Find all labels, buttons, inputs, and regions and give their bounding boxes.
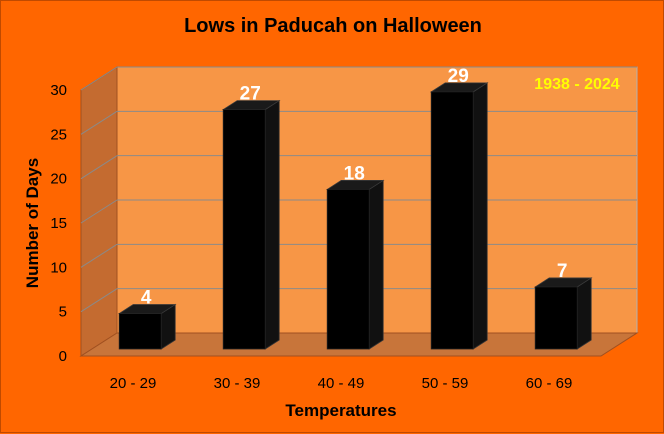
y-tick-label: 0 bbox=[59, 348, 67, 365]
x-axis-ticks: 20 - 29 30 - 39 40 - 49 50 - 59 60 - 69 bbox=[110, 375, 573, 392]
y-tick-label: 5 bbox=[59, 304, 67, 321]
bar bbox=[221, 99, 281, 350]
data-label: 4 bbox=[141, 288, 152, 309]
y-tick-label: 30 bbox=[50, 82, 67, 99]
y-tick-label: 15 bbox=[50, 215, 67, 232]
bar bbox=[325, 179, 385, 350]
x-axis-title: Temperatures bbox=[285, 401, 396, 420]
gridline bbox=[80, 155, 637, 180]
x-tick-label: 40 - 49 bbox=[318, 375, 365, 392]
data-label: 27 bbox=[240, 84, 261, 105]
gridline bbox=[80, 66, 637, 91]
bar bbox=[533, 277, 593, 350]
data-label: 7 bbox=[557, 261, 568, 282]
y-tick-label: 20 bbox=[50, 171, 67, 188]
x-tick-label: 50 - 59 bbox=[422, 375, 469, 392]
data-label: 18 bbox=[344, 163, 365, 184]
year-range-annotation: 1938 - 2024 bbox=[534, 76, 620, 93]
y-tick-label: 25 bbox=[50, 126, 67, 143]
bar bbox=[117, 303, 177, 350]
y-tick-label: 10 bbox=[50, 259, 67, 276]
x-tick-label: 30 - 39 bbox=[214, 375, 261, 392]
data-label: 29 bbox=[448, 66, 469, 87]
bar bbox=[429, 82, 489, 350]
chart-title: Lows in Paducah on Halloween bbox=[184, 15, 482, 37]
y-axis-title: Number of Days bbox=[23, 158, 42, 288]
data-labels: 4 27 18 29 7 bbox=[141, 66, 568, 309]
x-tick-label: 20 - 29 bbox=[110, 375, 157, 392]
x-tick-label: 60 - 69 bbox=[526, 375, 573, 392]
y-axis-ticks: 0 5 10 15 20 25 30 bbox=[50, 82, 67, 365]
gridline bbox=[80, 110, 637, 135]
bars bbox=[117, 82, 593, 350]
